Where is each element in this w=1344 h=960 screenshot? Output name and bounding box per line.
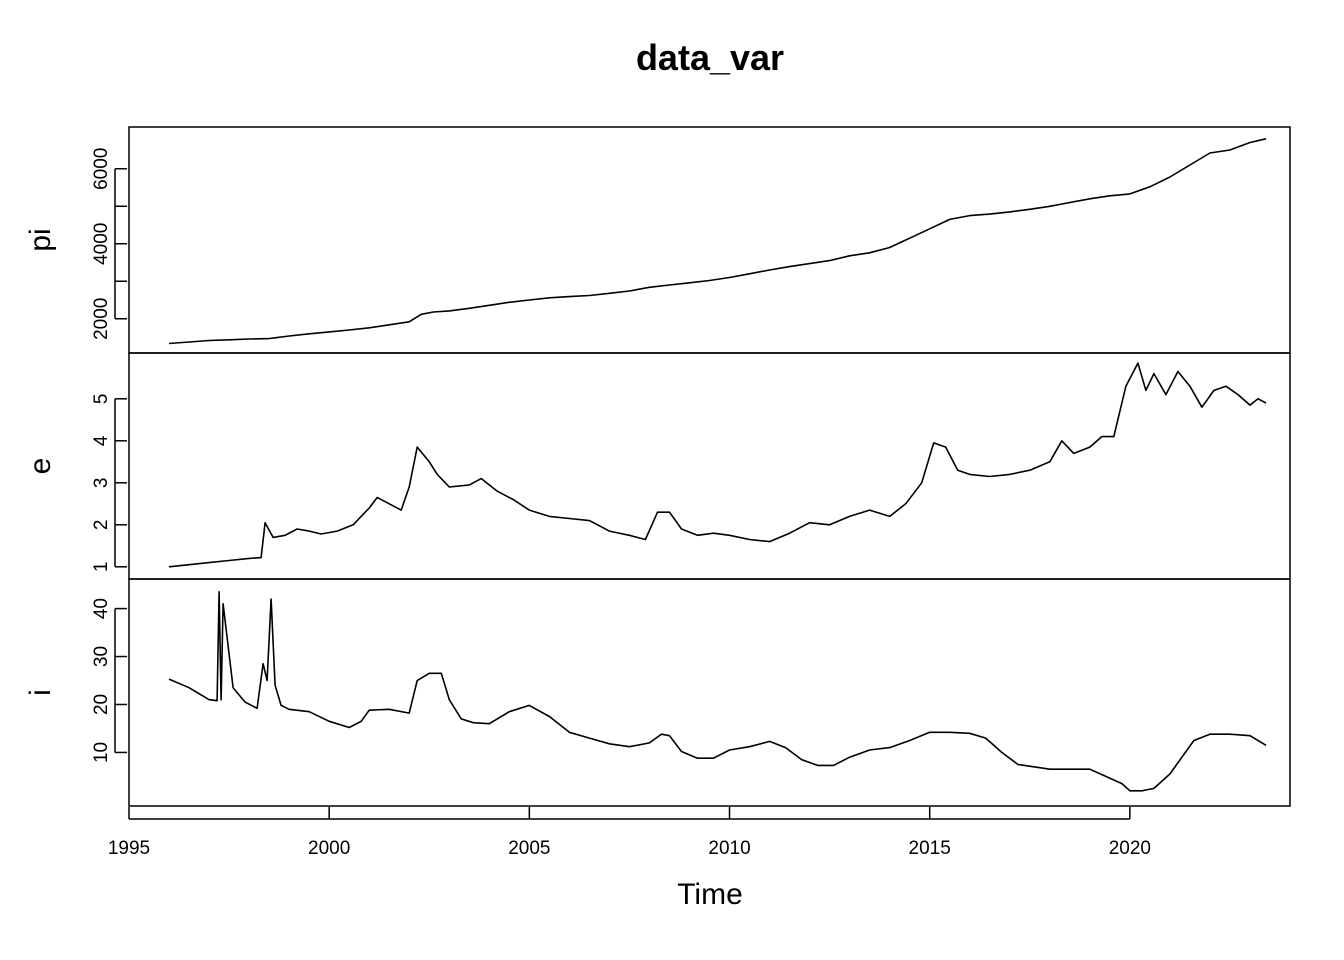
series-pi-line — [168, 138, 1267, 345]
panel-pi-y-tick-label: 4000 — [91, 223, 112, 265]
series-e-line — [168, 362, 1267, 568]
panel-e-y-tick-label: 4 — [91, 435, 112, 446]
x-axis: 1995 2000 2005 2010 2015 2020 — [108, 807, 1151, 859]
panel-pi-frame — [128, 126, 1291, 354]
panel-e-y-tick-label: 2 — [91, 520, 112, 531]
x-axis-label: Time — [677, 878, 743, 911]
x-tick-label: 2015 — [909, 838, 951, 859]
panels: 2000 4000 6000 pi 1 2 3 4 5 e 10 20 30 40 i — [24, 126, 1291, 807]
panel-e-y-tick-label: 1 — [91, 562, 112, 573]
panel-pi: 2000 4000 6000 pi — [24, 126, 1291, 354]
series-i-line — [168, 590, 1267, 792]
panel-e-frame — [128, 352, 1291, 580]
panel-pi-y-tick-label: 6000 — [91, 148, 112, 190]
x-tick-label: 1995 — [108, 838, 150, 859]
panel-pi-y-label: pi — [24, 228, 57, 251]
x-tick-label: 2000 — [308, 838, 350, 859]
panel-e-y-tick-label: 3 — [91, 478, 112, 489]
panel-i-y-tick-label: 10 — [91, 742, 112, 763]
panel-e: 1 2 3 4 5 e — [24, 352, 1291, 580]
panel-i-y-tick-label: 40 — [91, 598, 112, 619]
panel-i-y-tick-label: 30 — [91, 646, 112, 667]
panel-i: 10 20 30 40 i — [24, 578, 1291, 807]
panel-i-y-label: i — [24, 689, 57, 696]
chart-title: data_var — [636, 37, 784, 78]
panel-i-y-tick-label: 20 — [91, 694, 112, 715]
panel-i-frame — [128, 578, 1291, 807]
panel-pi-y-tick-label: 2000 — [91, 298, 112, 340]
x-tick-label: 2020 — [1109, 838, 1151, 859]
panel-e-y-label: e — [24, 458, 57, 475]
panel-e-y-tick-label: 5 — [91, 394, 112, 405]
x-tick-label: 2005 — [508, 838, 550, 859]
x-tick-label: 2010 — [708, 838, 750, 859]
